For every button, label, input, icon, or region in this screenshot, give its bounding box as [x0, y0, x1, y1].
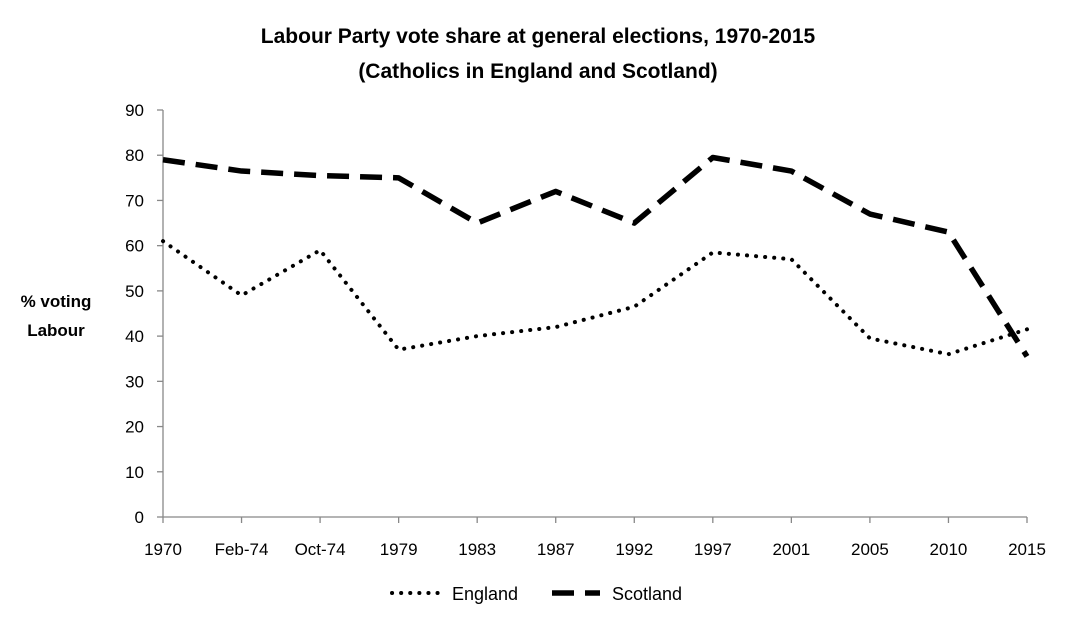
y-tick-label: 0 — [135, 508, 144, 527]
y-tick-label: 10 — [125, 463, 144, 482]
x-tick-label: 1983 — [458, 540, 496, 559]
y-tick-label: 30 — [125, 372, 144, 391]
legend: England Scotland — [390, 584, 682, 604]
chart-title: Labour Party vote share at general elect… — [261, 25, 816, 48]
y-ticks: 0 10 20 30 40 50 60 70 80 90 — [125, 101, 163, 527]
x-tick-label: Feb-74 — [215, 540, 269, 559]
x-tick-label: 2001 — [772, 540, 810, 559]
x-tick-label: Oct-74 — [295, 540, 346, 559]
x-tick-label: 1979 — [380, 540, 418, 559]
x-tick-label: 2005 — [851, 540, 889, 559]
series-line-england — [161, 239, 1029, 357]
series-lines — [161, 154, 1030, 358]
y-tick-label: 50 — [125, 282, 144, 301]
x-ticks: 1970 Feb-74 Oct-74 1979 1983 1987 1992 1997 2001… — [144, 517, 1046, 559]
x-tick-label: 1987 — [537, 540, 575, 559]
y-tick-label: 20 — [125, 418, 144, 437]
y-axis-label-line1: % voting — [21, 292, 92, 311]
y-tick-label: 70 — [125, 191, 144, 210]
legend-label-england: England — [452, 584, 518, 604]
x-tick-label: 2010 — [930, 540, 968, 559]
x-tick-label: 1970 — [144, 540, 182, 559]
y-axis-label-line2: Labour — [27, 321, 85, 340]
legend-label-scotland: Scotland — [612, 584, 682, 604]
y-tick-label: 80 — [125, 146, 144, 165]
x-tick-label: 1997 — [694, 540, 732, 559]
x-tick-label: 1992 — [615, 540, 653, 559]
axes — [162, 110, 1027, 518]
y-tick-label: 90 — [125, 101, 144, 120]
y-tick-label: 60 — [125, 237, 144, 256]
x-tick-label: 2015 — [1008, 540, 1046, 559]
chart-subtitle: (Catholics in England and Scotland) — [358, 60, 717, 83]
series-line-scotland — [162, 154, 1030, 358]
y-tick-label: 40 — [125, 327, 144, 346]
